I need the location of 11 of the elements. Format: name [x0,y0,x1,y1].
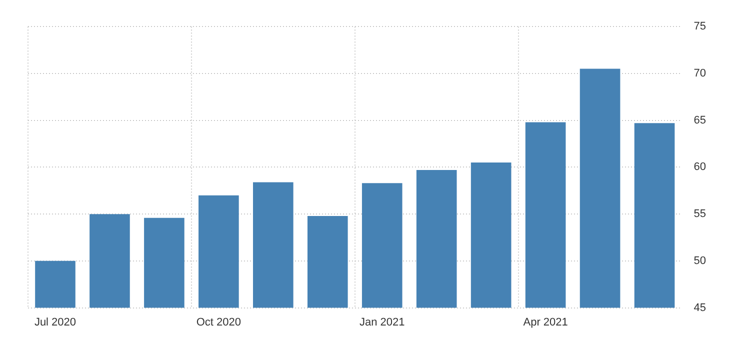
y-tick-label: 45 [694,302,706,314]
x-tick-label: Jan 2021 [359,316,405,328]
x-tick-label: Jul 2020 [34,316,76,328]
x-tick-label: Apr 2021 [523,316,568,328]
x-tick-label: Oct 2020 [196,316,241,328]
y-tick-label: 50 [694,254,706,267]
y-tick-label: 55 [694,208,706,220]
y-tick-label: 60 [694,161,706,174]
y-tick-label: 65 [694,114,706,126]
y-tick-label: 70 [694,68,706,80]
y-tick-label: 75 [694,20,706,33]
